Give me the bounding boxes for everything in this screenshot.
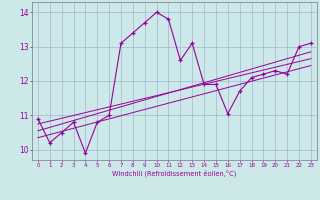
X-axis label: Windchill (Refroidissement éolien,°C): Windchill (Refroidissement éolien,°C) bbox=[112, 170, 236, 177]
